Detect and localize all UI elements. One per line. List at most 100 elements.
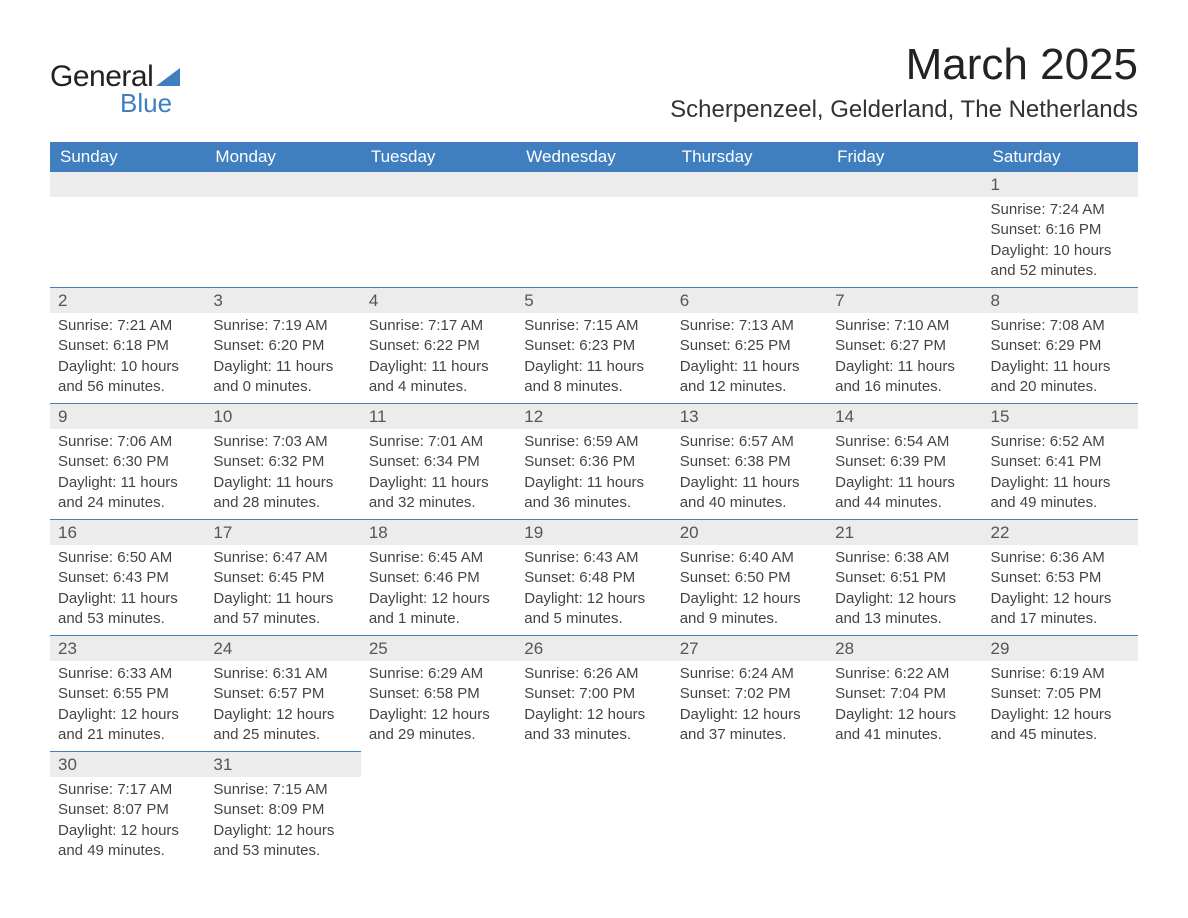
sunset-text: Sunset: 8:09 PM [213,800,352,820]
sunrise-text: Sunrise: 6:45 AM [369,548,508,568]
day-body: Sunrise: 6:38 AMSunset: 6:51 PMDaylight:… [827,545,982,635]
daylight-text: Daylight: 11 hours and 53 minutes. [58,589,197,630]
calendar-cell [516,752,671,868]
header: General Blue March 2025 Scherpenzeel, Ge… [50,40,1138,124]
sunset-text: Sunset: 6:57 PM [213,684,352,704]
day-body: Sunrise: 7:24 AMSunset: 6:16 PMDaylight:… [983,197,1138,287]
sunset-text: Sunset: 6:16 PM [991,220,1130,240]
calendar-cell [205,172,360,288]
daylight-text: Daylight: 11 hours and 57 minutes. [213,589,352,630]
sunset-text: Sunset: 7:00 PM [524,684,663,704]
sunrise-text: Sunrise: 6:43 AM [524,548,663,568]
weekday-header: Saturday [983,142,1138,172]
sunrise-text: Sunrise: 7:15 AM [524,316,663,336]
daylight-text: Daylight: 12 hours and 1 minute. [369,589,508,630]
day-number-bar [50,172,205,197]
sunset-text: Sunset: 6:32 PM [213,452,352,472]
calendar-cell: 22Sunrise: 6:36 AMSunset: 6:53 PMDayligh… [983,520,1138,636]
sunset-text: Sunset: 6:58 PM [369,684,508,704]
day-number: 2 [50,288,205,313]
day-body: Sunrise: 7:13 AMSunset: 6:25 PMDaylight:… [672,313,827,403]
calendar-cell: 25Sunrise: 6:29 AMSunset: 6:58 PMDayligh… [361,636,516,752]
day-body: Sunrise: 6:29 AMSunset: 6:58 PMDaylight:… [361,661,516,751]
day-number: 28 [827,636,982,661]
sunset-text: Sunset: 6:29 PM [991,336,1130,356]
sunrise-text: Sunrise: 6:57 AM [680,432,819,452]
calendar-cell: 17Sunrise: 6:47 AMSunset: 6:45 PMDayligh… [205,520,360,636]
calendar-cell [827,752,982,868]
day-body: Sunrise: 6:26 AMSunset: 7:00 PMDaylight:… [516,661,671,751]
sunrise-text: Sunrise: 7:10 AM [835,316,974,336]
calendar-week-row: 1Sunrise: 7:24 AMSunset: 6:16 PMDaylight… [50,172,1138,288]
calendar-cell: 8Sunrise: 7:08 AMSunset: 6:29 PMDaylight… [983,288,1138,404]
day-body: Sunrise: 7:21 AMSunset: 6:18 PMDaylight:… [50,313,205,403]
calendar-cell: 27Sunrise: 6:24 AMSunset: 7:02 PMDayligh… [672,636,827,752]
sunrise-text: Sunrise: 6:54 AM [835,432,974,452]
day-number: 6 [672,288,827,313]
calendar-cell: 10Sunrise: 7:03 AMSunset: 6:32 PMDayligh… [205,404,360,520]
daylight-text: Daylight: 11 hours and 28 minutes. [213,473,352,514]
calendar-cell [672,752,827,868]
triangle-icon [156,68,180,86]
calendar-cell [827,172,982,288]
day-body: Sunrise: 6:50 AMSunset: 6:43 PMDaylight:… [50,545,205,635]
day-number: 14 [827,404,982,429]
sunrise-text: Sunrise: 6:31 AM [213,664,352,684]
sunrise-text: Sunrise: 6:24 AM [680,664,819,684]
daylight-text: Daylight: 11 hours and 40 minutes. [680,473,819,514]
sunrise-text: Sunrise: 7:13 AM [680,316,819,336]
sunset-text: Sunset: 6:51 PM [835,568,974,588]
sunset-text: Sunset: 6:34 PM [369,452,508,472]
day-number: 22 [983,520,1138,545]
calendar-cell [516,172,671,288]
calendar-cell [983,752,1138,868]
day-body: Sunrise: 6:57 AMSunset: 6:38 PMDaylight:… [672,429,827,519]
sunset-text: Sunset: 6:38 PM [680,452,819,472]
calendar-table: SundayMondayTuesdayWednesdayThursdayFrid… [50,142,1138,867]
calendar-week-row: 23Sunrise: 6:33 AMSunset: 6:55 PMDayligh… [50,636,1138,752]
sunset-text: Sunset: 6:18 PM [58,336,197,356]
calendar-cell: 5Sunrise: 7:15 AMSunset: 6:23 PMDaylight… [516,288,671,404]
sunrise-text: Sunrise: 6:33 AM [58,664,197,684]
sunrise-text: Sunrise: 6:47 AM [213,548,352,568]
day-number: 9 [50,404,205,429]
calendar-week-row: 30Sunrise: 7:17 AMSunset: 8:07 PMDayligh… [50,752,1138,868]
sunset-text: Sunset: 6:46 PM [369,568,508,588]
sunset-text: Sunset: 6:22 PM [369,336,508,356]
day-number-bar [516,172,671,197]
daylight-text: Daylight: 11 hours and 8 minutes. [524,357,663,398]
day-number-bar [983,752,1138,776]
calendar-cell: 1Sunrise: 7:24 AMSunset: 6:16 PMDaylight… [983,172,1138,288]
calendar-cell: 2Sunrise: 7:21 AMSunset: 6:18 PMDaylight… [50,288,205,404]
weekday-header: Friday [827,142,982,172]
weekday-header: Sunday [50,142,205,172]
weekday-header-row: SundayMondayTuesdayWednesdayThursdayFrid… [50,142,1138,172]
calendar-cell: 3Sunrise: 7:19 AMSunset: 6:20 PMDaylight… [205,288,360,404]
sunset-text: Sunset: 6:45 PM [213,568,352,588]
day-number: 27 [672,636,827,661]
day-number: 16 [50,520,205,545]
sunset-text: Sunset: 6:55 PM [58,684,197,704]
day-number: 31 [205,752,360,777]
daylight-text: Daylight: 11 hours and 12 minutes. [680,357,819,398]
calendar-cell: 29Sunrise: 6:19 AMSunset: 7:05 PMDayligh… [983,636,1138,752]
sunrise-text: Sunrise: 7:17 AM [58,780,197,800]
sunrise-text: Sunrise: 7:21 AM [58,316,197,336]
daylight-text: Daylight: 11 hours and 44 minutes. [835,473,974,514]
sunrise-text: Sunrise: 7:19 AM [213,316,352,336]
location-subtitle: Scherpenzeel, Gelderland, The Netherland… [670,96,1138,124]
daylight-text: Daylight: 10 hours and 56 minutes. [58,357,197,398]
sunset-text: Sunset: 6:39 PM [835,452,974,472]
daylight-text: Daylight: 12 hours and 41 minutes. [835,705,974,746]
daylight-text: Daylight: 12 hours and 25 minutes. [213,705,352,746]
daylight-text: Daylight: 11 hours and 20 minutes. [991,357,1130,398]
sunrise-text: Sunrise: 6:36 AM [991,548,1130,568]
day-number: 24 [205,636,360,661]
day-body: Sunrise: 7:15 AMSunset: 8:09 PMDaylight:… [205,777,360,867]
day-number-bar [361,752,516,776]
day-body: Sunrise: 6:47 AMSunset: 6:45 PMDaylight:… [205,545,360,635]
calendar-cell [672,172,827,288]
sunrise-text: Sunrise: 6:38 AM [835,548,974,568]
calendar-cell: 12Sunrise: 6:59 AMSunset: 6:36 PMDayligh… [516,404,671,520]
day-body: Sunrise: 7:10 AMSunset: 6:27 PMDaylight:… [827,313,982,403]
